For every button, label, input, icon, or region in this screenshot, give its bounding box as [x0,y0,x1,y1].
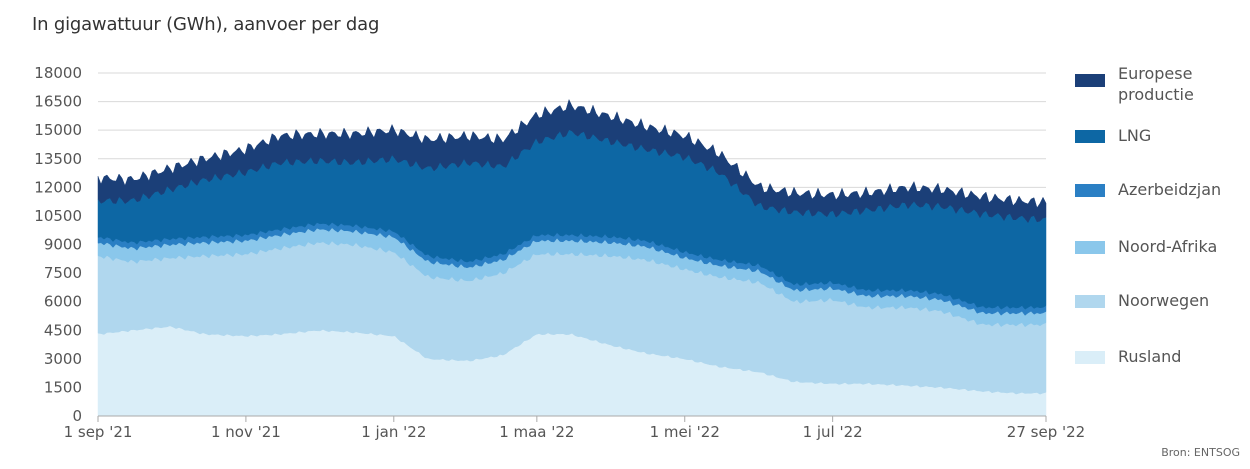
y-tick-label: 9000 [44,236,82,254]
x-tick-label: 1 jul '22 [803,423,863,441]
legend-label: Azerbeidzjan [1118,180,1221,199]
area-series-europese-productie [97,98,1047,224]
axis-layer: 0 1500 3000 4500 6000 7500 9000 10500 12000 13500… [34,64,1085,441]
y-tick-label: 10500 [34,207,82,225]
area-layer [97,98,1047,417]
x-tick-label: 1 mei '22 [650,423,720,441]
y-tick-label: 15000 [34,121,82,139]
legend-swatch [1075,184,1105,197]
legend-swatch [1075,295,1105,308]
y-tick-label: 1500 [44,378,82,396]
x-tick-label: 27 sep '22 [1007,423,1085,441]
y-tick-label: 18000 [34,64,82,82]
x-tick-label: 1 maa '22 [499,423,574,441]
y-tick-label: 16500 [34,93,82,111]
x-tick-label: 1 sep '21 [64,423,133,441]
y-tick-label: 6000 [44,293,82,311]
legend-label: Europese productie [1118,64,1194,104]
legend-label: LNG [1118,126,1151,145]
legend-label: Noord-Afrika [1118,237,1217,256]
legend-label: Rusland [1118,347,1181,366]
legend-swatch [1075,241,1105,254]
x-tick-label: 1 nov '21 [211,423,281,441]
legend-swatch [1075,351,1105,364]
source-note: Bron: ENTSOG [1161,446,1240,459]
y-tick-label: 0 [72,407,82,425]
legend-swatch [1075,130,1105,143]
y-tick-label: 3000 [44,350,82,368]
legend: Europese productie LNG Azerbeidzjan Noord-Af… [1075,64,1221,366]
legend-label: Noorwegen [1118,291,1209,310]
y-tick-label: 13500 [34,150,82,168]
x-tick-label: 1 jan '22 [361,423,426,441]
chart-title: In gigawattuur (GWh), aanvoer per dag [32,14,380,35]
legend-swatch [1075,74,1105,87]
y-tick-label: 7500 [44,264,82,282]
y-tick-label: 4500 [44,321,82,339]
y-tick-label: 12000 [34,178,82,196]
